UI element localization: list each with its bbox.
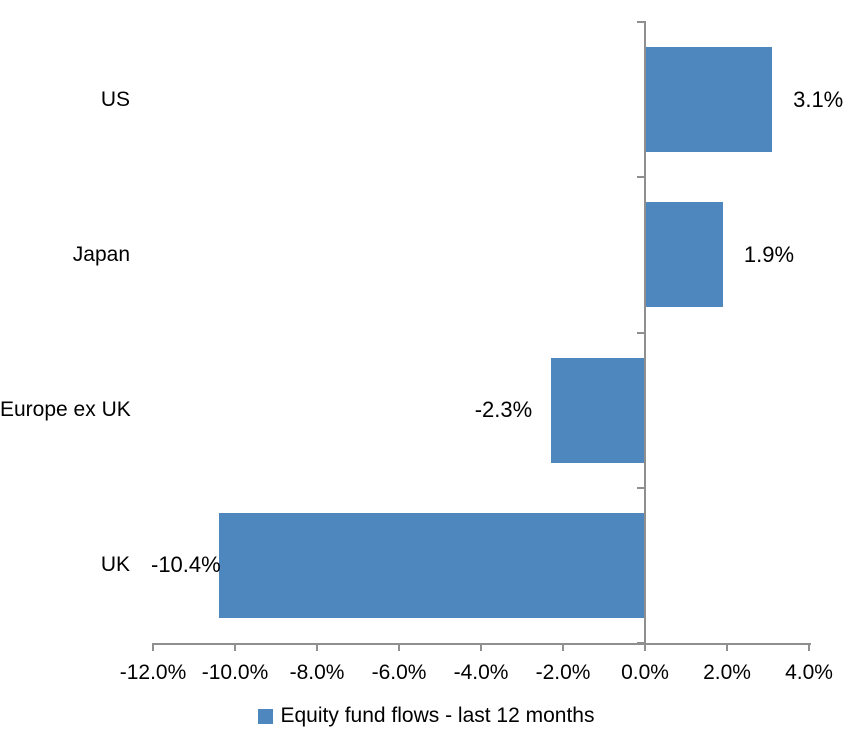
x-axis-tick (808, 643, 810, 651)
x-axis-tick-label: -2.0% (535, 661, 591, 684)
x-axis-tick (480, 643, 482, 651)
x-axis-tick (234, 643, 236, 651)
category-label: Europe ex UK (0, 398, 131, 422)
chart-legend: Equity fund flows - last 12 months (0, 704, 852, 728)
x-axis-tick (316, 643, 318, 651)
y-axis-tick (637, 486, 645, 489)
bar-europe-ex-uk (550, 357, 644, 463)
legend-series-label: Equity fund flows - last 12 months (280, 704, 595, 727)
x-axis-tick-label: 2.0% (703, 661, 751, 684)
data-label: -10.4% (151, 552, 221, 578)
data-label: 1.9% (743, 241, 795, 267)
x-axis-line (153, 643, 811, 645)
bar-uk (218, 512, 644, 618)
bar-us (646, 47, 773, 153)
x-axis-tick-label: 4.0% (785, 661, 833, 684)
category-label: UK (100, 553, 130, 577)
x-axis-tick (398, 643, 400, 651)
bar-japan (646, 202, 723, 308)
x-axis-tick-label: 0.0% (621, 661, 669, 684)
legend-color-swatch-icon (257, 708, 273, 724)
x-axis-tick-label: -10.0% (201, 661, 269, 684)
y-axis-tick (637, 176, 645, 179)
x-axis-tick (562, 643, 564, 651)
data-label: -2.3% (474, 397, 533, 423)
x-axis-tick-label: -4.0% (453, 661, 509, 684)
y-axis-tick (637, 331, 645, 334)
category-label: Japan (72, 242, 130, 266)
y-axis-tick (637, 642, 645, 644)
x-axis-tick-label: -8.0% (289, 661, 345, 684)
x-axis-tick (644, 643, 646, 651)
data-label: 3.1% (793, 86, 844, 112)
x-axis-tick (726, 643, 728, 651)
x-axis-tick (152, 643, 154, 651)
category-label: US (100, 87, 130, 111)
y-axis-tick (637, 21, 645, 23)
x-axis-tick-label: -12.0% (119, 661, 187, 684)
y-axis-line (644, 21, 646, 651)
x-axis-tick-label: -6.0% (371, 661, 427, 684)
